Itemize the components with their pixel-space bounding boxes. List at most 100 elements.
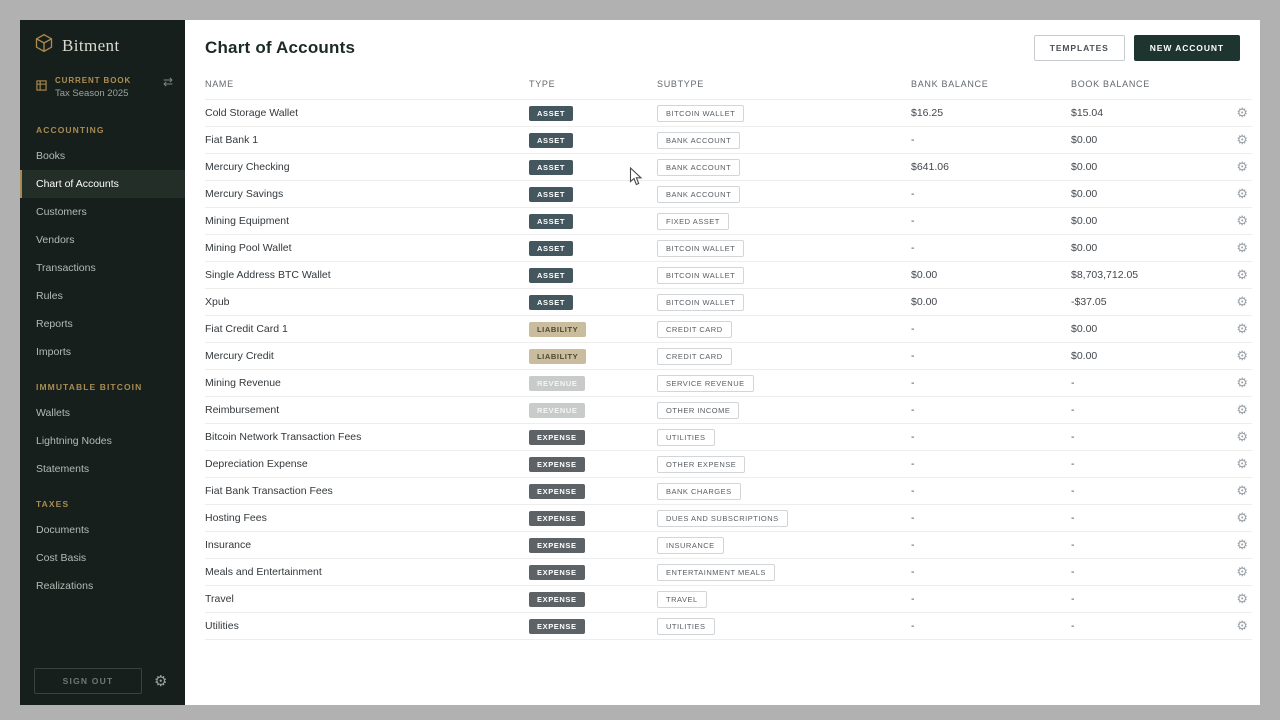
table-row[interactable]: Cold Storage Wallet ASSET BITCOIN WALLET $1…: [205, 99, 1252, 127]
row-settings-gear-icon[interactable]: ⚙: [1236, 294, 1248, 309]
row-settings-gear-icon[interactable]: ⚙: [1236, 429, 1248, 444]
bank-balance: -: [911, 342, 1071, 370]
sidebar-item-rules[interactable]: Rules: [36, 290, 63, 302]
table-row[interactable]: Fiat Bank 1 ASSET BANK ACCOUNT - $0.00 ⚙: [205, 126, 1252, 154]
account-name: Reimbursement: [205, 396, 529, 424]
sidebar-item-cost-basis[interactable]: Cost Basis: [36, 552, 87, 564]
row-settings-gear-icon[interactable]: ⚙: [1236, 159, 1248, 174]
row-settings-gear-icon[interactable]: ⚙: [1236, 375, 1248, 390]
settings-gear-icon[interactable]: ⚙: [154, 672, 168, 690]
bank-balance: -: [911, 531, 1071, 559]
current-book-selector[interactable]: CURRENT BOOK Tax Season 2025 ⇄: [20, 66, 185, 109]
row-settings-gear-icon[interactable]: ⚙: [1236, 213, 1248, 228]
sidebar-item-imports[interactable]: Imports: [36, 346, 72, 358]
sidebar-item-wallets[interactable]: Wallets: [36, 407, 71, 419]
bitment-logo-icon: [34, 33, 54, 58]
type-badge: ASSET: [529, 186, 574, 202]
bank-balance: -: [911, 126, 1071, 154]
book-balance: $0.00: [1071, 126, 1191, 154]
current-book-label: CURRENT BOOK: [55, 76, 132, 85]
table-row[interactable]: Utilities EXPENSE UTILITIES - - ⚙: [205, 612, 1252, 640]
templates-button[interactable]: TEMPLATES: [1033, 35, 1125, 61]
table-row[interactable]: Fiat Credit Card 1 LIABILITY CREDIT CARD - $…: [205, 315, 1252, 343]
row-settings-gear-icon[interactable]: ⚙: [1236, 564, 1248, 579]
sidebar-item-reports[interactable]: Reports: [36, 318, 73, 330]
account-name: Cold Storage Wallet: [205, 99, 529, 127]
row-settings-gear-icon[interactable]: ⚙: [1236, 591, 1248, 606]
nav-section-title: IMMUTABLE BITCOIN: [36, 382, 143, 392]
row-settings-gear-icon[interactable]: ⚙: [1236, 240, 1248, 255]
bank-balance: -: [911, 234, 1071, 262]
new-account-button[interactable]: NEW ACCOUNT: [1133, 35, 1240, 61]
row-settings-gear-icon[interactable]: ⚙: [1236, 510, 1248, 525]
table-header-row: NAME TYPE SUBTYPE BANK BALANCE BOOK BALA…: [205, 73, 1252, 100]
table-row[interactable]: Mercury Savings ASSET BANK ACCOUNT - $0.00 ⚙: [205, 180, 1252, 208]
table-row[interactable]: Reimbursement REVENUE OTHER INCOME - - ⚙: [205, 396, 1252, 424]
sidebar-item-statements[interactable]: Statements: [36, 463, 90, 475]
sidebar-item-chart-of-accounts[interactable]: Chart of Accounts: [20, 170, 185, 198]
subtype-badge: UTILITIES: [657, 428, 715, 446]
table-row[interactable]: Mercury Credit LIABILITY CREDIT CARD - $0.00…: [205, 342, 1252, 370]
column-header-book-balance: BOOK BALANCE: [1071, 79, 1150, 89]
sidebar-item-realizations[interactable]: Realizations: [36, 580, 94, 592]
sidebar-item-books[interactable]: Books: [36, 150, 66, 162]
sidebar-item-customers[interactable]: Customers: [36, 206, 87, 218]
book-balance: -: [1071, 396, 1191, 424]
book-balance: -: [1071, 504, 1191, 532]
swap-book-icon[interactable]: ⇄: [162, 75, 173, 89]
type-badge: REVENUE: [529, 375, 586, 391]
table-row[interactable]: Depreciation Expense EXPENSE OTHER EXPENSE…: [205, 450, 1252, 478]
account-name: Mining Pool Wallet: [205, 234, 529, 262]
book-balance: $0.00: [1071, 315, 1191, 343]
row-settings-gear-icon[interactable]: ⚙: [1236, 267, 1248, 282]
table-row[interactable]: Xpub ASSET BITCOIN WALLET $0.00 -$37.05 ⚙: [205, 288, 1252, 316]
row-settings-gear-icon[interactable]: ⚙: [1236, 186, 1248, 201]
row-settings-gear-icon[interactable]: ⚙: [1236, 105, 1248, 120]
subtype-badge: CREDIT CARD: [657, 347, 732, 365]
table-row[interactable]: Mercury Checking ASSET BANK ACCOUNT $641.06…: [205, 153, 1252, 181]
table-row[interactable]: Travel EXPENSE TRAVEL - - ⚙: [205, 585, 1252, 613]
logo: Bitment: [20, 20, 185, 66]
account-name: Single Address BTC Wallet: [205, 261, 529, 289]
row-settings-gear-icon[interactable]: ⚙: [1236, 618, 1248, 633]
table-row[interactable]: Fiat Bank Transaction Fees EXPENSE BANK CH…: [205, 477, 1252, 505]
book-balance: -: [1071, 477, 1191, 505]
book-balance: -: [1071, 531, 1191, 559]
row-settings-gear-icon[interactable]: ⚙: [1236, 402, 1248, 417]
table-row[interactable]: Bitcoin Network Transaction Fees EXPENSE U…: [205, 423, 1252, 451]
book-balance: -: [1071, 612, 1191, 640]
subtype-badge: BANK ACCOUNT: [657, 185, 741, 203]
book-balance: $0.00: [1071, 153, 1191, 181]
table-row[interactable]: Mining Pool Wallet ASSET BITCOIN WALLET - $0…: [205, 234, 1252, 262]
table-row[interactable]: Insurance EXPENSE INSURANCE - - ⚙: [205, 531, 1252, 559]
table-row[interactable]: Hosting Fees EXPENSE DUES AND SUBSCRIPTION…: [205, 504, 1252, 532]
type-badge: EXPENSE: [529, 564, 585, 580]
accounts-table: NAME TYPE SUBTYPE BANK BALANCE BOOK BALA…: [205, 73, 1252, 640]
table-row[interactable]: Mining Equipment ASSET FIXED ASSET - $0.00 ⚙: [205, 207, 1252, 235]
table-row[interactable]: Meals and Entertainment EXPENSE ENTERTAINM…: [205, 558, 1252, 586]
type-badge: ASSET: [529, 159, 574, 175]
type-badge: ASSET: [529, 213, 574, 229]
sidebar-nav: ACCOUNTING Books Chart of Accounts Customer…: [20, 109, 185, 705]
row-settings-gear-icon[interactable]: ⚙: [1236, 348, 1248, 363]
sidebar-item-lightning-nodes[interactable]: Lightning Nodes: [36, 435, 112, 447]
row-settings-gear-icon[interactable]: ⚙: [1236, 483, 1248, 498]
subtype-badge: BANK CHARGES: [657, 482, 741, 500]
account-name: Mercury Savings: [205, 180, 529, 208]
sign-out-button[interactable]: SIGN OUT: [34, 668, 142, 694]
sidebar-item-transactions[interactable]: Transactions: [36, 262, 96, 274]
row-settings-gear-icon[interactable]: ⚙: [1236, 132, 1248, 147]
account-name: Utilities: [205, 612, 529, 640]
sidebar-item-vendors[interactable]: Vendors: [36, 234, 75, 246]
sidebar-item-documents[interactable]: Documents: [36, 524, 90, 536]
bank-balance: $641.06: [911, 153, 1071, 181]
table-row[interactable]: Single Address BTC Wallet ASSET BITCOIN WA…: [205, 261, 1252, 289]
row-settings-gear-icon[interactable]: ⚙: [1236, 321, 1248, 336]
book-balance: $0.00: [1071, 342, 1191, 370]
subtype-badge: FIXED ASSET: [657, 212, 729, 230]
row-settings-gear-icon[interactable]: ⚙: [1236, 456, 1248, 471]
table-row[interactable]: Mining Revenue REVENUE SERVICE REVENUE - - ⚙: [205, 369, 1252, 397]
type-badge: ASSET: [529, 105, 574, 121]
row-settings-gear-icon[interactable]: ⚙: [1236, 537, 1248, 552]
subtype-badge: DUES AND SUBSCRIPTIONS: [657, 509, 788, 527]
